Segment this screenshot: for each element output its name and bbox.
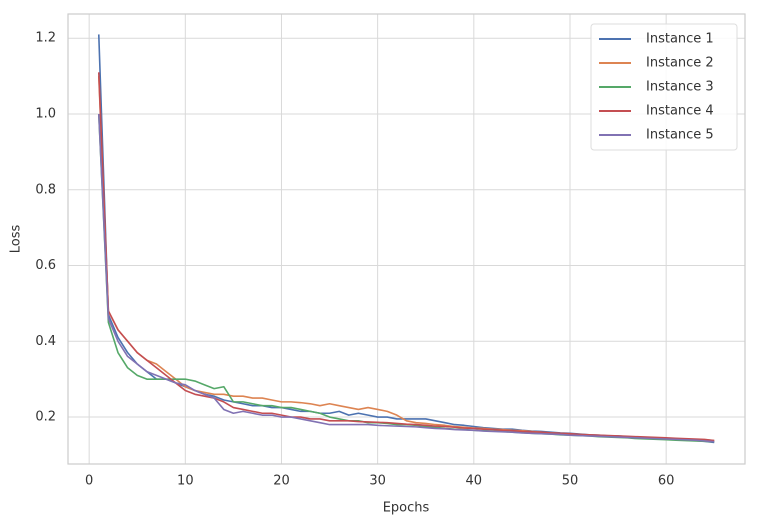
legend-label: Instance 2	[646, 56, 714, 71]
x-tick-label: 0	[85, 474, 93, 489]
series-line	[97, 113, 715, 443]
y-tick-label: 0.2	[35, 410, 56, 425]
y-tick-label: 0.4	[35, 334, 56, 349]
x-tick-label: 20	[273, 474, 290, 489]
plot-frame	[67, 13, 746, 465]
legend-label: Instance 1	[646, 32, 714, 47]
x-tick-label: 40	[466, 474, 483, 489]
x-tick-label: 30	[369, 474, 386, 489]
legend-label: Instance 5	[646, 128, 714, 143]
y-axis-label: Loss	[9, 225, 24, 254]
legend-box	[590, 23, 738, 151]
legend-label: Instance 4	[646, 104, 714, 119]
y-tick-label: 1.2	[35, 31, 56, 46]
x-tick-label: 10	[177, 474, 194, 489]
x-tick-label: 60	[658, 474, 675, 489]
y-tick-label: 0.6	[35, 258, 56, 273]
x-tick-label: 50	[562, 474, 579, 489]
legend-label: Instance 3	[646, 80, 714, 95]
y-tick-label: 1.0	[35, 107, 56, 122]
x-axis-label: Epochs	[383, 501, 430, 516]
y-tick-label: 0.8	[35, 182, 56, 197]
series-line	[97, 72, 715, 442]
